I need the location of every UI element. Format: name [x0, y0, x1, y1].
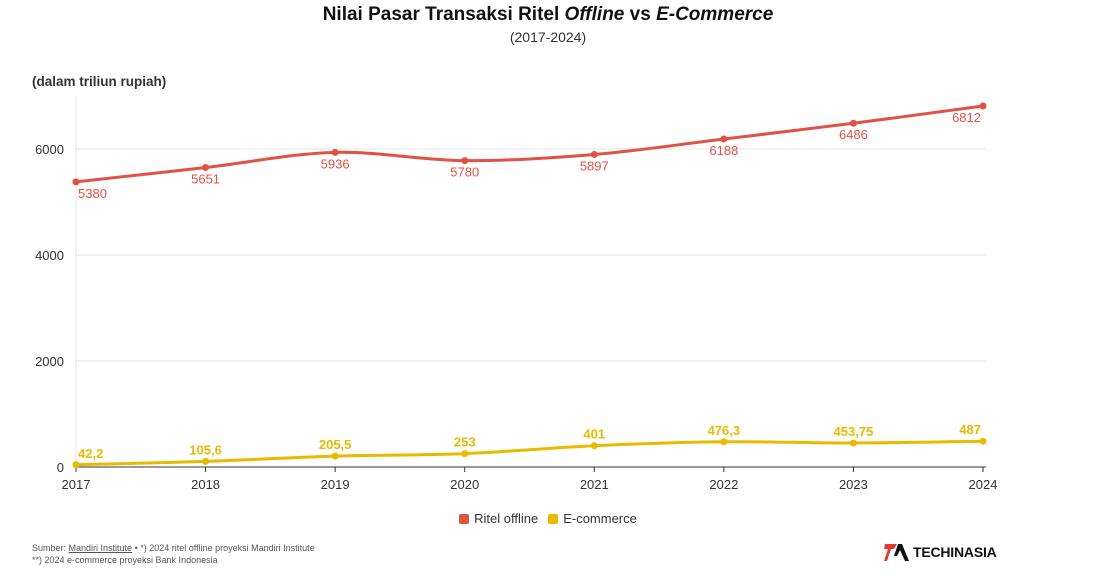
data-point-ecommerce	[720, 438, 728, 446]
title-vs: vs	[629, 4, 651, 25]
y-tick-label: 4000	[35, 248, 64, 263]
legend-label-offline: Ritel offline	[474, 511, 539, 526]
data-label-offline: 6188	[709, 143, 738, 158]
data-point-offline	[331, 148, 339, 156]
data-label-offline: 6486	[839, 127, 868, 142]
data-label-ecommerce: 105,6	[189, 442, 222, 457]
data-point-offline	[461, 157, 469, 165]
data-label-ecommerce: 205,5	[319, 437, 352, 452]
chart-title: Nilai Pasar Transaksi Ritel Offline vs E…	[0, 4, 1096, 26]
data-point-ecommerce	[72, 461, 80, 469]
data-label-offline: 5380	[78, 186, 107, 201]
x-tick-label: 2020	[450, 477, 479, 492]
source-note-1: • *) 2024 ritel offline proyeksi Mandiri…	[132, 543, 315, 553]
data-label-ecommerce: 253	[454, 435, 476, 450]
series-line-offline	[75, 104, 984, 184]
legend-swatch-offline	[459, 513, 470, 524]
data-point-offline	[72, 178, 80, 186]
legend: Ritel offline E-commerce	[0, 511, 1096, 526]
data-label-ecommerce: 487	[959, 422, 981, 437]
techinasia-logo: TECHINASIA	[884, 541, 997, 563]
unit-label: (dalam triliun rupiah)	[32, 74, 167, 89]
legend-item-ecommerce[interactable]: E-commerce	[548, 511, 637, 526]
data-point-offline	[979, 102, 987, 110]
data-label-ecommerce: 453,75	[834, 424, 874, 439]
y-tick-label: 6000	[35, 142, 64, 157]
source-line: Sumber: Mandiri Institute • *) 2024 rite…	[32, 542, 315, 554]
data-label-offline: 6812	[952, 110, 981, 125]
x-tick-label: 2022	[709, 477, 738, 492]
data-point-offline	[849, 119, 857, 127]
data-label-offline: 5936	[321, 156, 350, 171]
data-point-ecommerce	[202, 457, 210, 465]
legend-label-ecommerce: E-commerce	[563, 511, 637, 526]
data-point-ecommerce	[849, 439, 857, 447]
title-main: Nilai Pasar Transaksi Ritel	[322, 4, 560, 25]
data-point-ecommerce	[331, 452, 339, 460]
logo-text: TECHINASIA	[913, 544, 997, 560]
title-offline: Offline	[564, 4, 625, 25]
x-tick-label: 2019	[321, 477, 350, 492]
data-point-offline	[202, 163, 210, 171]
data-point-offline	[720, 135, 728, 143]
source-footer: Sumber: Mandiri Institute • *) 2024 rite…	[32, 542, 315, 566]
data-point-offline	[590, 150, 598, 158]
data-label-offline: 5651	[191, 171, 220, 186]
source-link[interactable]: Mandiri Institute	[68, 543, 133, 553]
y-tick-label: 2000	[35, 354, 64, 369]
legend-swatch-ecommerce	[548, 513, 559, 524]
y-tick-label: 0	[57, 460, 64, 475]
logo-icon	[884, 544, 909, 561]
data-point-ecommerce	[979, 437, 987, 445]
source-prefix: Sumber:	[32, 543, 67, 553]
x-tick-label: 2023	[839, 477, 868, 492]
x-tick-label: 2018	[191, 477, 220, 492]
data-label-ecommerce: 42,2	[78, 446, 103, 461]
chart-subtitle: (2017-2024)	[509, 29, 587, 45]
x-tick-label: 2017	[62, 477, 91, 492]
x-tick-label: 2021	[580, 477, 609, 492]
data-point-ecommerce	[461, 450, 469, 458]
series-line-ecommerce	[75, 439, 984, 467]
x-tick-label: 2024	[969, 477, 998, 492]
data-label-ecommerce: 476,3	[708, 423, 741, 438]
title-ecommerce: E-Commerce	[656, 4, 774, 25]
data-point-ecommerce	[590, 442, 598, 450]
legend-item-offline[interactable]: Ritel offline	[459, 511, 538, 526]
data-label-ecommerce: 401	[583, 427, 605, 442]
source-note-2: **) 2024 e-commerce proyeksi Bank Indone…	[32, 555, 218, 565]
data-label-offline: 5897	[580, 158, 609, 173]
data-label-offline: 5780	[450, 165, 479, 180]
